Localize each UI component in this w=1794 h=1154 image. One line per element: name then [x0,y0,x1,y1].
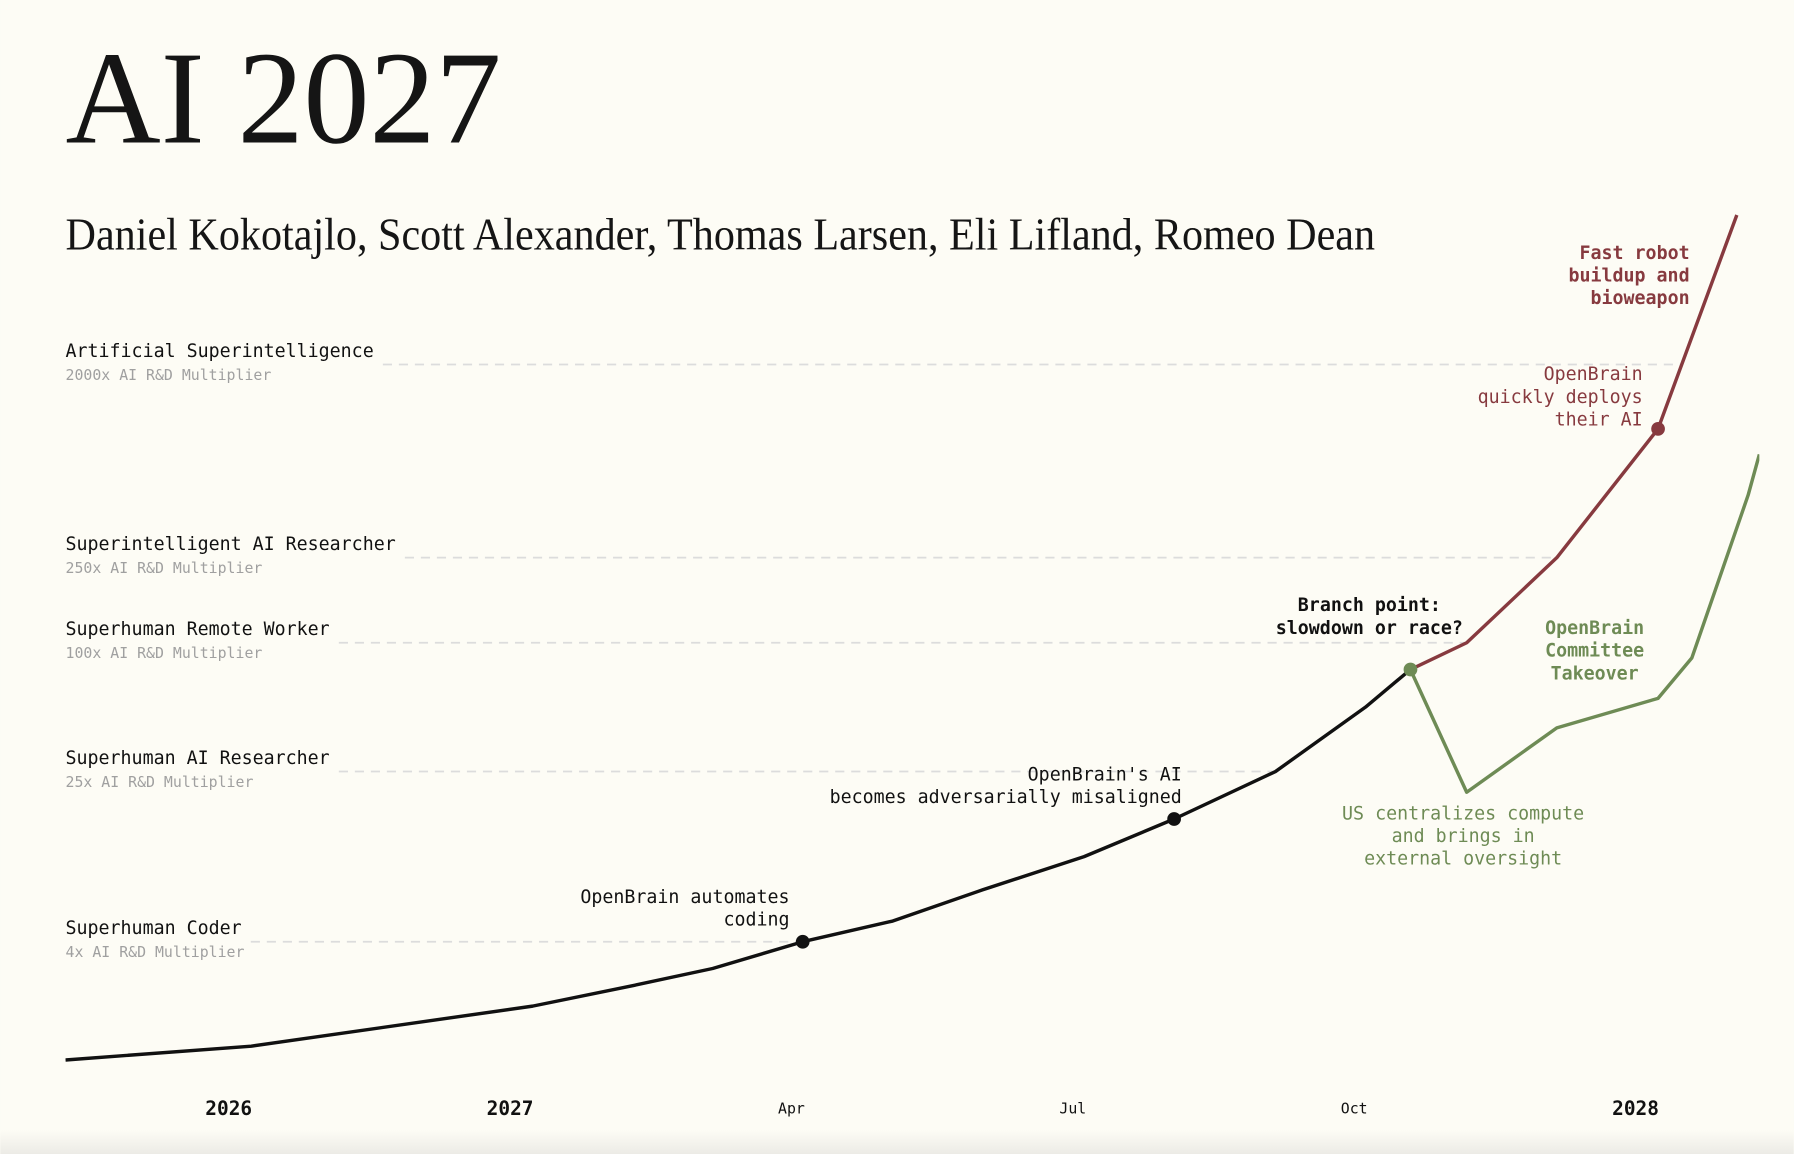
series-line [1409,214,1739,672]
point-marker [1403,662,1418,677]
annotation: buildup and [1569,266,1690,287]
annotation: and brings in [1392,826,1535,847]
annotation: OpenBrain [1544,364,1643,385]
annotation: bioweapon [1591,288,1690,309]
point-marker [795,934,810,949]
point-marker [1167,812,1181,826]
markers [795,422,1665,949]
y-tick-note: 25x AI R&D Multiplier [66,773,254,791]
annotation: OpenBrain's AI [1028,764,1182,785]
y-tick-label: Superintelligent AI Researcher [66,534,396,555]
x-tick-label: 2026 [205,1097,252,1120]
series-line [65,668,1412,1062]
annotation: slowdown or race? [1276,618,1463,639]
bottom-fade [0,1129,1794,1154]
annotation: OpenBrain [1545,618,1644,639]
y-tick-note: 250x AI R&D Multiplier [66,559,263,577]
x-tick-label: Jul [1059,1099,1086,1117]
chart-subtitle: Daniel Kokotajlo, Scott Alexander, Thoma… [66,209,1376,260]
annotation: OpenBrain automates [580,887,789,908]
annotation: Branch point: [1298,595,1441,616]
y-tick-label: Superhuman Remote Worker [66,619,330,640]
x-tick-label: 2027 [487,1097,534,1120]
chart-title: AI 2027 [66,25,502,172]
x-tick-label: 2028 [1612,1097,1659,1120]
annotation: quickly deploys [1478,387,1643,408]
annotation: their AI [1555,409,1643,430]
x-axis: 2026 2027 Apr Jul Oct 2028 [205,1097,1659,1120]
annotation: external oversight [1364,849,1562,870]
y-tick-label: Superhuman Coder [66,918,242,939]
series-line [1408,453,1760,794]
annotation: coding [723,909,789,930]
milestones: Superhuman Coder 4x AI R&D Multiplier Supe… [66,341,1682,961]
annotation: Takeover [1551,663,1639,684]
annotation: Fast robot [1580,243,1690,264]
point-marker [1651,422,1665,436]
y-tick-note: 4x AI R&D Multiplier [66,943,245,961]
annotation: US centralizes compute [1342,803,1584,824]
y-tick-label: Artificial Superintelligence [66,341,374,362]
annotation: Committee [1545,641,1644,662]
y-tick-label: Superhuman AI Researcher [66,748,330,769]
y-tick-note: 100x AI R&D Multiplier [66,644,263,662]
y-tick-note: 2000x AI R&D Multiplier [66,366,272,384]
series-lines [65,214,1760,1062]
annotation: becomes adversarially misaligned [830,787,1182,808]
x-tick-label: Oct [1341,1099,1368,1117]
x-tick-label: Apr [778,1099,805,1117]
